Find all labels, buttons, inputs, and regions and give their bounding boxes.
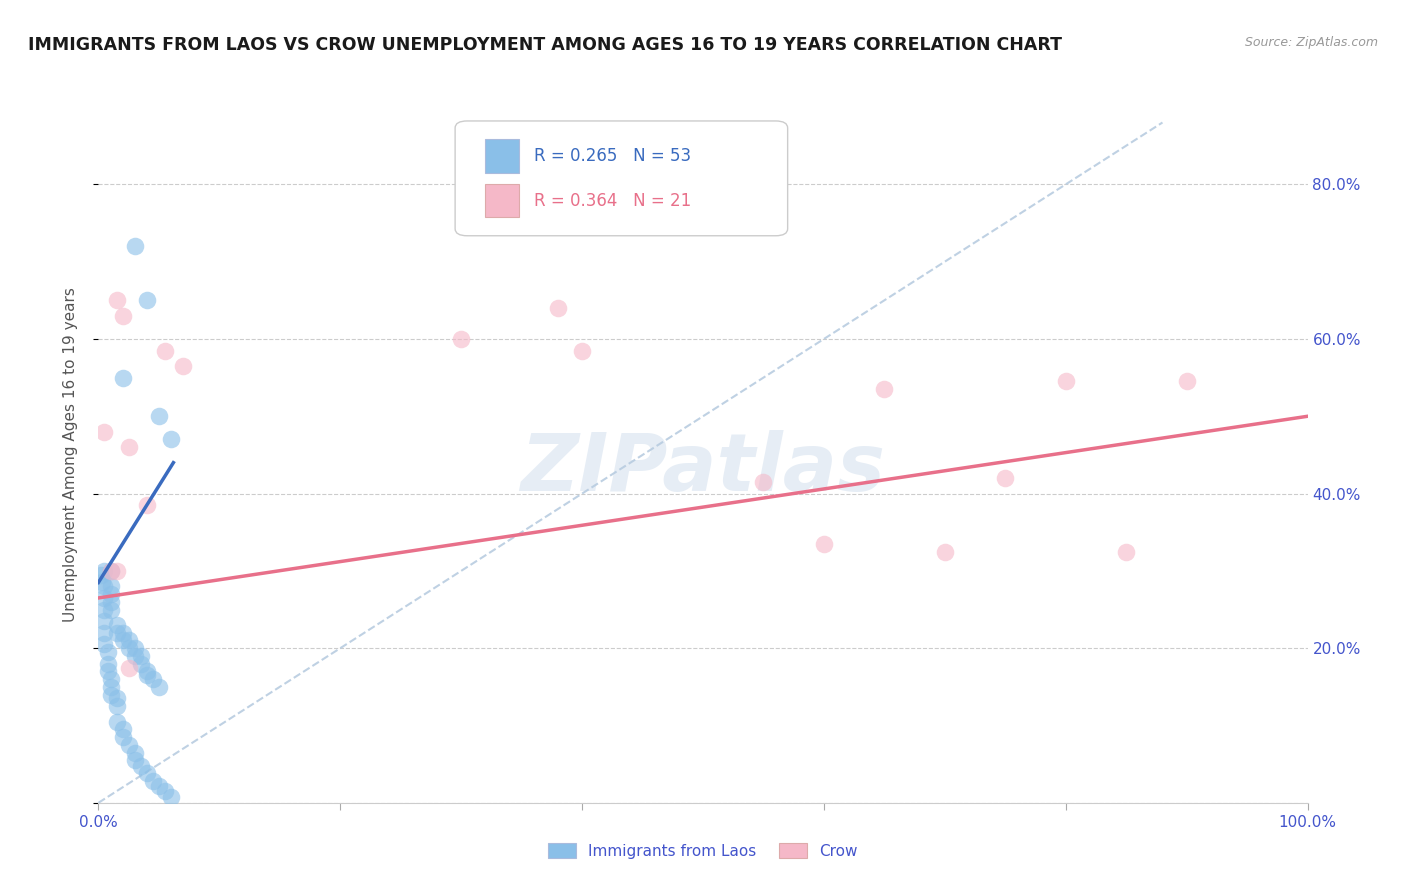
Point bbox=[118, 660, 141, 674]
Point bbox=[105, 293, 128, 308]
Point bbox=[100, 688, 122, 702]
Point bbox=[93, 625, 115, 640]
Point bbox=[93, 591, 115, 605]
Point bbox=[97, 665, 120, 679]
Point bbox=[873, 382, 896, 396]
Point bbox=[124, 746, 146, 760]
Point bbox=[129, 758, 152, 772]
Point bbox=[105, 618, 128, 632]
Point bbox=[124, 641, 146, 656]
Point bbox=[93, 425, 115, 439]
Point bbox=[111, 730, 134, 744]
Point bbox=[97, 657, 120, 671]
Point bbox=[160, 433, 183, 447]
Point bbox=[135, 766, 157, 780]
Point bbox=[111, 633, 134, 648]
Point bbox=[148, 680, 170, 694]
Point bbox=[142, 672, 165, 686]
Point bbox=[813, 537, 835, 551]
Point bbox=[135, 498, 157, 512]
Point bbox=[90, 567, 112, 582]
Point bbox=[100, 587, 122, 601]
Point bbox=[97, 645, 120, 659]
Point bbox=[93, 637, 115, 651]
Point bbox=[111, 625, 134, 640]
Y-axis label: Unemployment Among Ages 16 to 19 years: Unemployment Among Ages 16 to 19 years bbox=[63, 287, 77, 623]
Point bbox=[100, 602, 122, 616]
Point bbox=[118, 633, 141, 648]
Point bbox=[100, 579, 122, 593]
Text: Source: ZipAtlas.com: Source: ZipAtlas.com bbox=[1244, 36, 1378, 49]
Point bbox=[142, 774, 165, 789]
Point bbox=[105, 699, 128, 714]
Point bbox=[105, 625, 128, 640]
Point bbox=[100, 564, 122, 578]
Point bbox=[105, 564, 128, 578]
Point bbox=[934, 544, 956, 558]
FancyBboxPatch shape bbox=[456, 121, 787, 235]
Point bbox=[100, 564, 122, 578]
FancyBboxPatch shape bbox=[485, 184, 519, 218]
Text: IMMIGRANTS FROM LAOS VS CROW UNEMPLOYMENT AMONG AGES 16 TO 19 YEARS CORRELATION : IMMIGRANTS FROM LAOS VS CROW UNEMPLOYMEN… bbox=[28, 36, 1062, 54]
Text: R = 0.265   N = 53: R = 0.265 N = 53 bbox=[534, 147, 690, 165]
Point bbox=[91, 575, 114, 590]
Point bbox=[571, 343, 593, 358]
FancyBboxPatch shape bbox=[485, 139, 519, 173]
Text: R = 0.364   N = 21: R = 0.364 N = 21 bbox=[534, 192, 690, 210]
Point bbox=[1054, 375, 1077, 389]
Legend: Immigrants from Laos, Crow: Immigrants from Laos, Crow bbox=[543, 837, 863, 864]
Point bbox=[118, 641, 141, 656]
Point bbox=[129, 648, 152, 663]
Point bbox=[93, 602, 115, 616]
Point bbox=[100, 680, 122, 694]
Point bbox=[100, 595, 122, 609]
Point bbox=[93, 564, 115, 578]
Point bbox=[129, 657, 152, 671]
Point bbox=[148, 779, 170, 793]
Point bbox=[1175, 375, 1198, 389]
Point bbox=[100, 672, 122, 686]
Point bbox=[994, 471, 1017, 485]
Point bbox=[135, 665, 157, 679]
Point bbox=[124, 753, 146, 767]
Point bbox=[172, 359, 194, 373]
Point bbox=[111, 370, 134, 384]
Point bbox=[118, 738, 141, 752]
Point bbox=[752, 475, 775, 489]
Point bbox=[124, 239, 146, 253]
Point bbox=[135, 293, 157, 308]
Point bbox=[160, 789, 183, 804]
Point bbox=[135, 668, 157, 682]
Point bbox=[153, 343, 176, 358]
Point bbox=[1115, 544, 1137, 558]
Text: ZIPatlas: ZIPatlas bbox=[520, 430, 886, 508]
Point bbox=[105, 691, 128, 706]
Point bbox=[111, 723, 134, 737]
Point bbox=[111, 309, 134, 323]
Point bbox=[547, 301, 569, 315]
Point bbox=[93, 579, 115, 593]
Point bbox=[148, 409, 170, 424]
Point bbox=[93, 614, 115, 628]
Point bbox=[105, 714, 128, 729]
Point bbox=[124, 648, 146, 663]
Point bbox=[450, 332, 472, 346]
Point bbox=[118, 440, 141, 454]
Point bbox=[153, 784, 176, 798]
